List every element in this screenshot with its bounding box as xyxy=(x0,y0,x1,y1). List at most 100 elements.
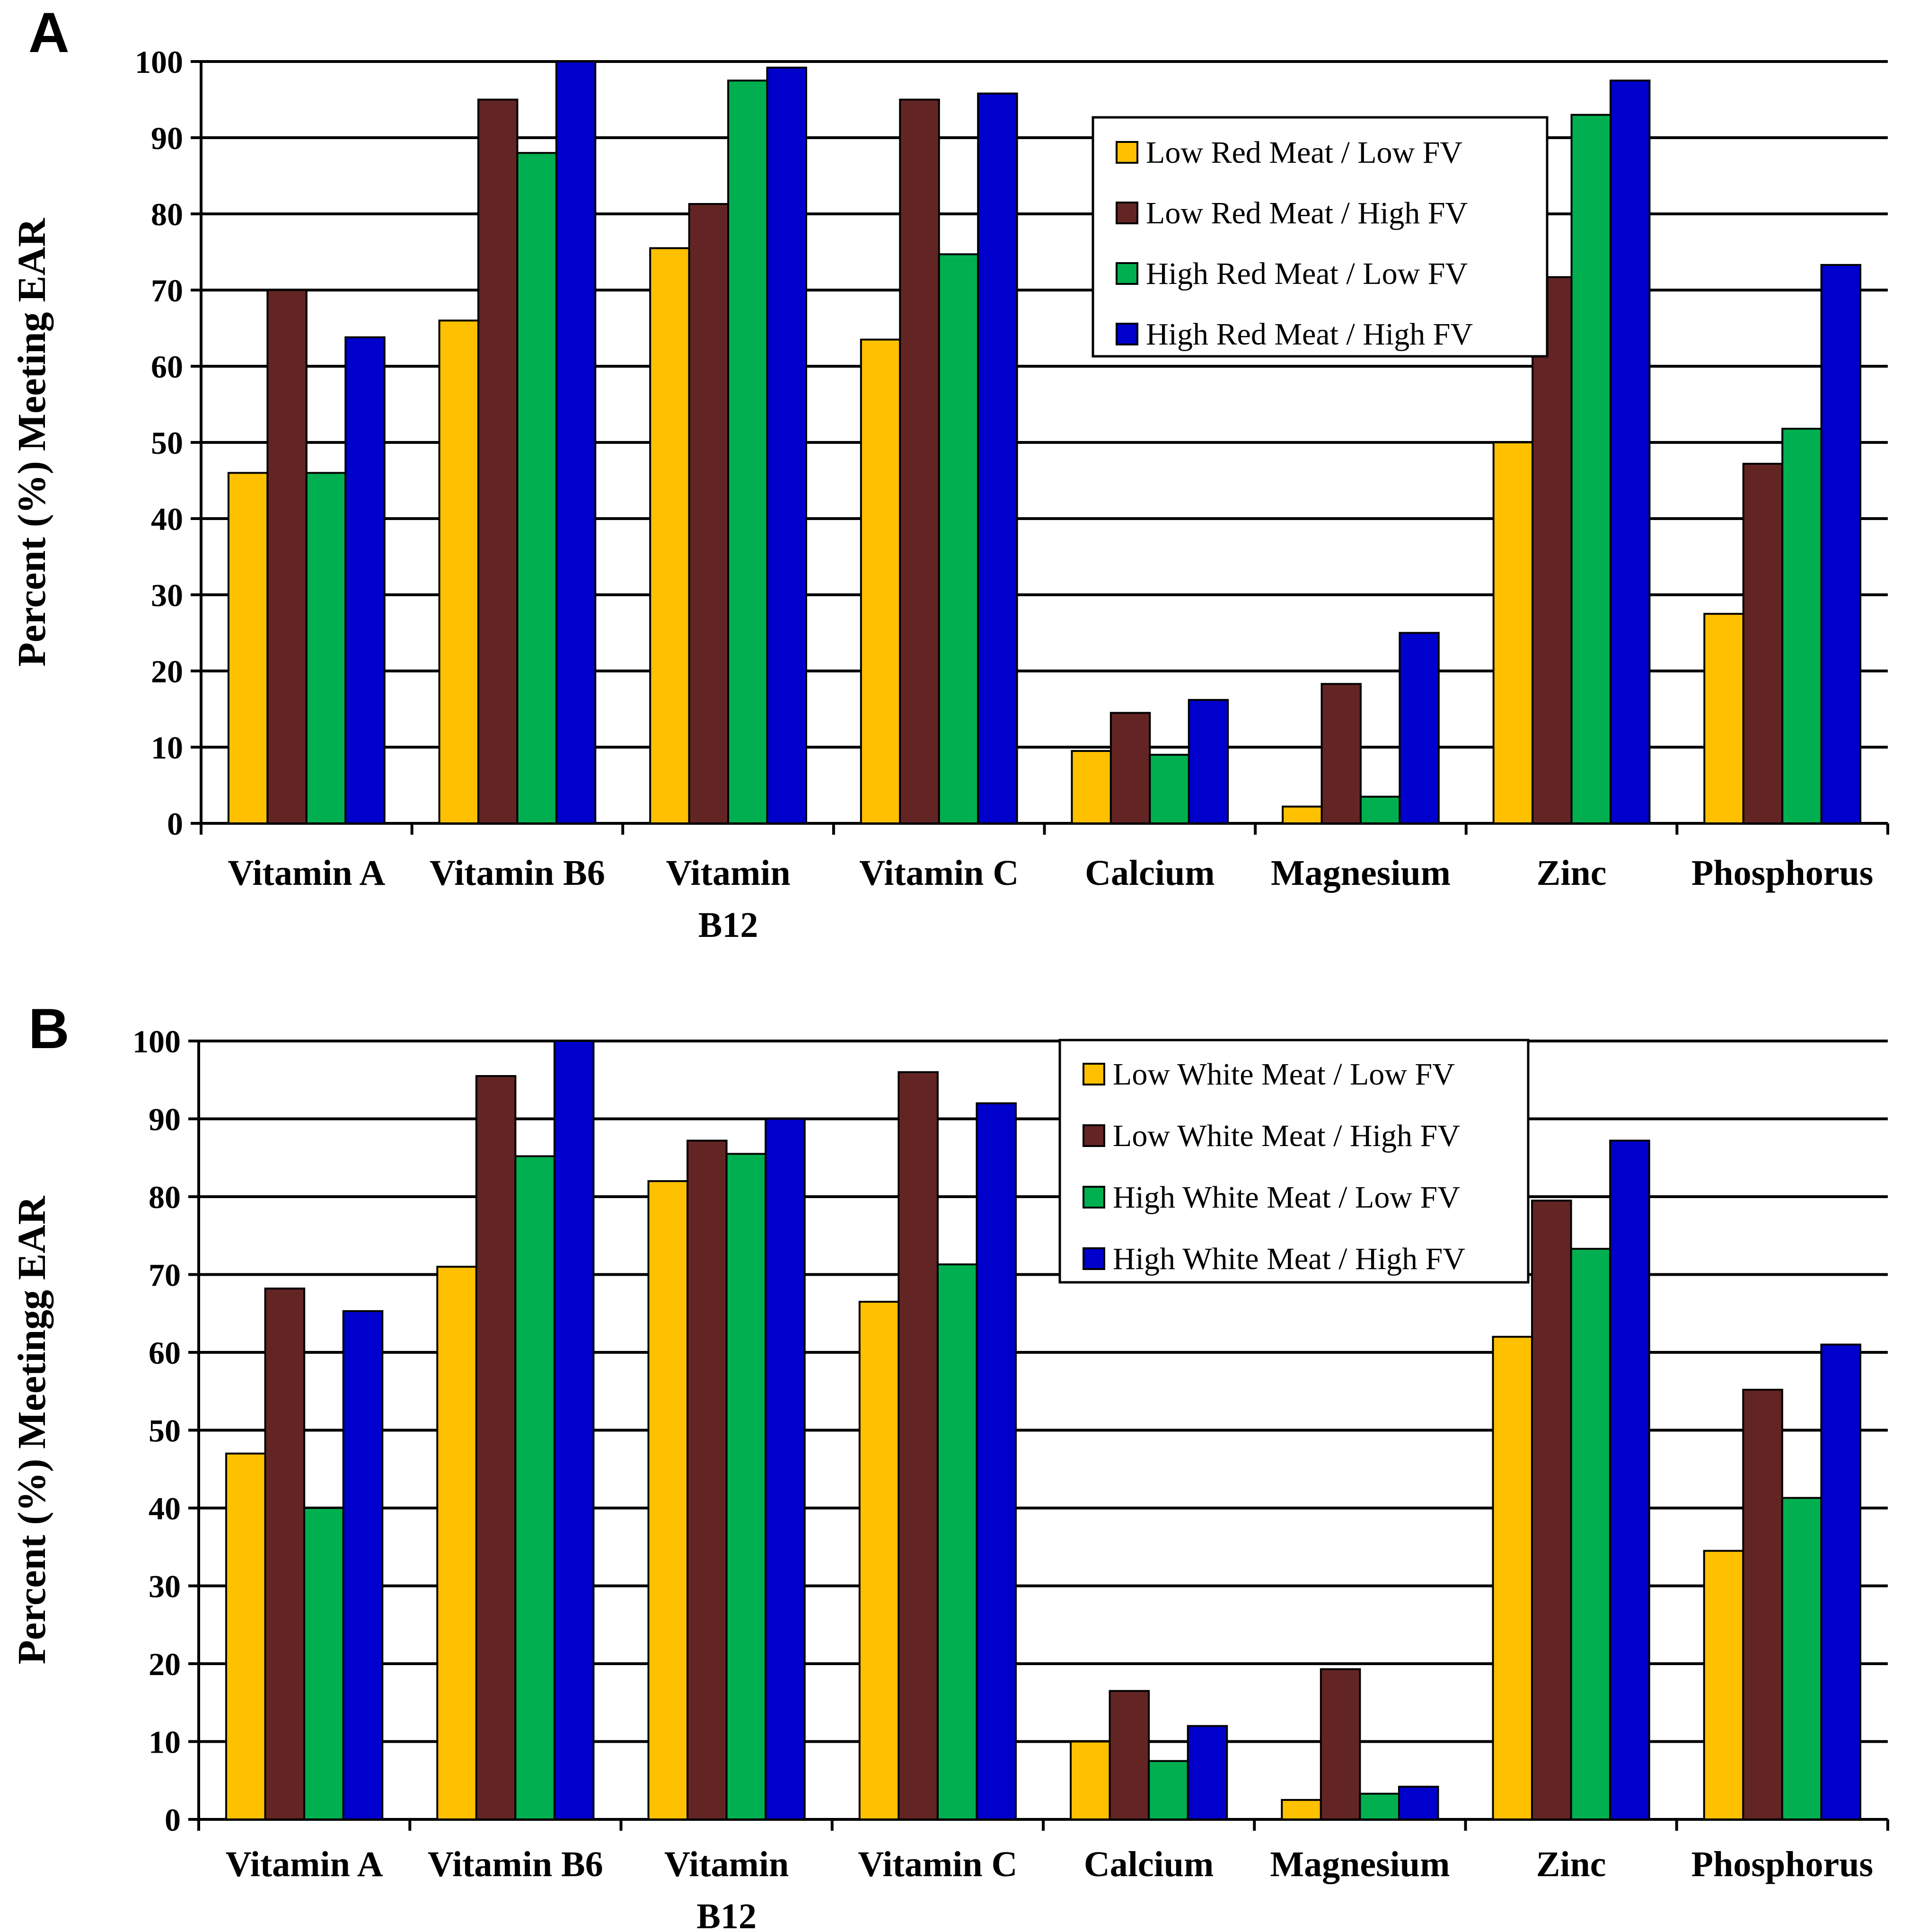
legend-swatch xyxy=(1116,323,1138,345)
panel-letter: A xyxy=(28,1,70,64)
bar-low-red-meat-low-fv-vitamin-b6 xyxy=(438,319,479,824)
bar-high-red-meat-high-fv-magnesium xyxy=(1399,632,1440,824)
x-category-label: Vitamin A xyxy=(228,853,385,893)
bar-high-red-meat-high-fv-vitamin-c xyxy=(977,92,1018,824)
bar-low-white-meat-low-fv-phosphorus xyxy=(1703,1550,1744,1821)
y-tick-label: 10 xyxy=(151,730,183,766)
y-tick-label: 30 xyxy=(149,1569,181,1605)
bar-high-red-meat-high-fv-phosphorus xyxy=(1820,264,1862,824)
bar-low-white-meat-high-fv-magnesium xyxy=(1320,1668,1361,1820)
bar-low-white-meat-low-fv-calcium xyxy=(1070,1740,1111,1820)
bar-high-white-meat-low-fv-vitamin-b12 xyxy=(725,1153,767,1820)
bar-low-red-meat-high-fv-vitamin-b12 xyxy=(688,203,730,825)
panel-a: A 0 10 20 30 40 50 60 70 80 90 100 Percent (%) Meeti… xyxy=(10,1,1889,945)
bar-high-white-meat-low-fv-phosphorus xyxy=(1781,1497,1822,1820)
x-category-label: Vitamin B6 xyxy=(428,1844,603,1884)
bar-high-red-meat-low-fv-phosphorus xyxy=(1781,428,1822,824)
bar-high-white-meat-high-fv-vitamin-b12 xyxy=(765,1118,806,1820)
y-tick-label: 0 xyxy=(167,806,183,842)
bar-high-white-meat-high-fv-vitamin-a xyxy=(342,1310,384,1820)
bar-low-red-meat-low-fv-phosphorus xyxy=(1703,613,1744,824)
x-category-label: B12 xyxy=(698,905,758,945)
legend-label: High White Meat / High FV xyxy=(1113,1242,1465,1276)
x-category-label: Vitamin A xyxy=(226,1844,383,1884)
legend-swatch xyxy=(1116,141,1138,164)
bar-low-red-meat-low-fv-vitamin-c xyxy=(860,338,901,824)
bar-low-red-meat-high-fv-phosphorus xyxy=(1742,463,1784,824)
y-tick-label: 40 xyxy=(151,501,183,537)
y-tick-label: 50 xyxy=(149,1413,181,1449)
bar-high-red-meat-low-fv-zinc xyxy=(1570,114,1612,825)
bar-high-white-meat-low-fv-zinc xyxy=(1570,1248,1611,1821)
bar-low-white-meat-low-fv-vitamin-a xyxy=(225,1452,266,1821)
y-tick-label: 20 xyxy=(149,1646,181,1682)
legend-label: Low White Meat / High FV xyxy=(1113,1119,1460,1153)
bar-low-red-meat-high-fv-zinc xyxy=(1532,276,1573,824)
legend-swatch xyxy=(1083,1063,1105,1085)
legend-label: Low White Meat / Low FV xyxy=(1113,1057,1455,1092)
bar-low-white-meat-high-fv-zinc xyxy=(1531,1200,1572,1821)
bar-high-white-meat-high-fv-calcium xyxy=(1187,1725,1228,1821)
x-category-label: Magnesium xyxy=(1271,853,1451,893)
legend-swatch xyxy=(1083,1186,1105,1209)
bar-low-white-meat-low-fv-zinc xyxy=(1492,1336,1533,1821)
bar-high-red-meat-high-fv-vitamin-a xyxy=(344,336,386,825)
y-tick-label: 80 xyxy=(151,196,183,232)
bar-low-white-meat-low-fv-magnesium xyxy=(1281,1799,1322,1820)
bar-low-red-meat-low-fv-zinc xyxy=(1492,441,1534,824)
x-category-label: Calcium xyxy=(1085,853,1215,893)
bar-low-red-meat-high-fv-vitamin-c xyxy=(899,98,940,824)
bar-high-red-meat-low-fv-vitamin-a xyxy=(305,472,347,824)
legend-label: High Red Meat / High FV xyxy=(1146,317,1473,352)
bar-low-white-meat-low-fv-vitamin-c xyxy=(858,1301,900,1820)
legend-swatch xyxy=(1116,262,1138,285)
bar-high-white-meat-high-fv-phosphorus xyxy=(1820,1343,1861,1821)
bar-high-red-meat-low-fv-vitamin-b6 xyxy=(516,152,557,825)
bar-low-red-meat-high-fv-vitamin-a xyxy=(266,289,308,824)
bar-low-white-meat-low-fv-vitamin-b6 xyxy=(436,1266,477,1820)
x-category-label: Vitamin C xyxy=(859,853,1019,893)
bar-low-red-meat-high-fv-calcium xyxy=(1109,712,1151,825)
bar-low-white-meat-high-fv-vitamin-b12 xyxy=(687,1139,728,1820)
bar-high-white-meat-high-fv-vitamin-c xyxy=(976,1102,1017,1821)
bar-high-red-meat-high-fv-zinc xyxy=(1610,79,1651,824)
x-category-label: Calcium xyxy=(1084,1844,1214,1884)
bar-high-white-meat-low-fv-vitamin-b6 xyxy=(514,1155,555,1820)
bar-high-red-meat-low-fv-calcium xyxy=(1149,754,1190,824)
legend-box xyxy=(1092,116,1549,358)
y-tick-label: 70 xyxy=(149,1257,181,1293)
y-tick-label: 100 xyxy=(135,44,183,80)
y-tick-label: 60 xyxy=(149,1335,181,1371)
bar-high-white-meat-low-fv-magnesium xyxy=(1359,1792,1400,1821)
bar-low-white-meat-high-fv-phosphorus xyxy=(1742,1388,1783,1820)
bar-low-red-meat-low-fv-vitamin-a xyxy=(227,472,269,824)
y-tick-label: 100 xyxy=(132,1023,181,1059)
bar-low-red-meat-high-fv-vitamin-b6 xyxy=(477,98,519,824)
x-category-label: Vitamin xyxy=(664,1844,789,1884)
y-tick-label: 0 xyxy=(165,1802,181,1838)
bar-low-white-meat-high-fv-vitamin-c xyxy=(898,1071,939,1820)
y-tick-label: 90 xyxy=(149,1102,181,1138)
bar-high-white-meat-high-fv-magnesium xyxy=(1398,1785,1439,1820)
bar-high-red-meat-high-fv-vitamin-b6 xyxy=(555,61,597,824)
bar-high-white-meat-low-fv-vitamin-c xyxy=(936,1263,978,1820)
bar-high-white-meat-high-fv-vitamin-b6 xyxy=(553,1040,595,1820)
legend-label: High White Meat / Low FV xyxy=(1113,1180,1460,1215)
bar-high-red-meat-low-fv-vitamin-c xyxy=(938,253,979,825)
bar-high-white-meat-low-fv-calcium xyxy=(1148,1760,1189,1820)
legend-swatch xyxy=(1083,1247,1105,1270)
bar-high-red-meat-low-fv-vitamin-b12 xyxy=(727,79,768,824)
y-tick-label: 50 xyxy=(151,425,183,461)
bar-low-white-meat-high-fv-vitamin-a xyxy=(264,1288,306,1821)
bar-low-red-meat-low-fv-calcium xyxy=(1071,750,1112,825)
bar-low-red-meat-low-fv-vitamin-b12 xyxy=(649,247,690,825)
y-axis-title: Percent (%) Meetingg EAR xyxy=(10,1195,54,1664)
y-tick-label: 90 xyxy=(151,120,183,156)
x-category-label: Zinc xyxy=(1537,853,1607,893)
bar-high-white-meat-low-fv-vitamin-a xyxy=(303,1507,344,1820)
panel-b: B 0 10 20 30 40 50 60 70 80 90 100 Percent (%) Meeti… xyxy=(10,997,1889,1932)
bar-low-white-meat-low-fv-vitamin-b12 xyxy=(647,1180,689,1821)
x-category-label: Phosphorus xyxy=(1691,853,1873,893)
bar-high-red-meat-high-fv-vitamin-b12 xyxy=(766,66,807,824)
